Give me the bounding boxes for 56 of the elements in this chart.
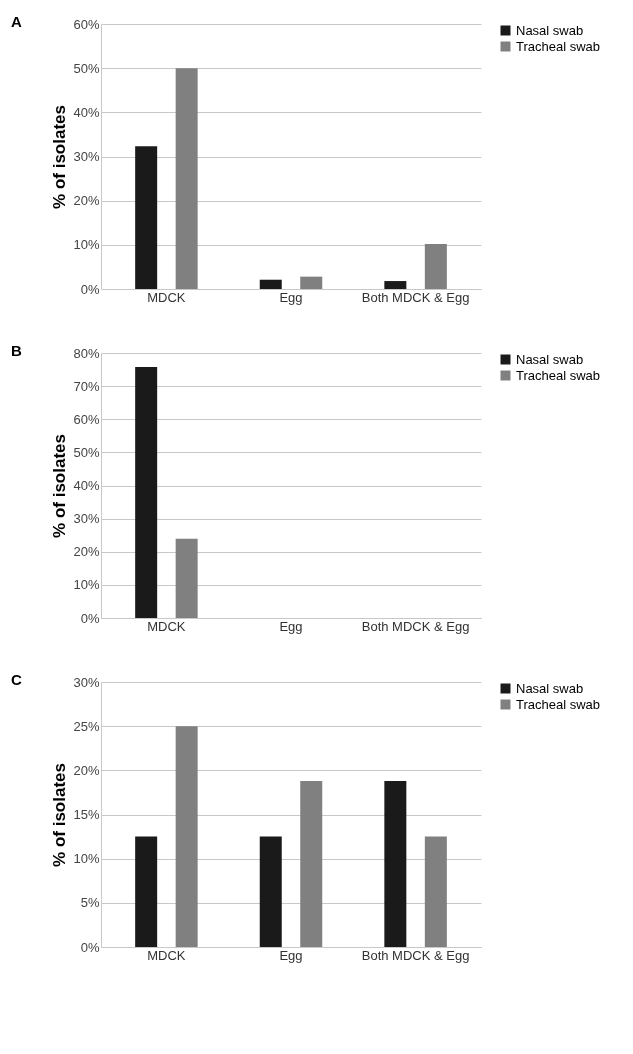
bar [259,279,282,289]
bar [259,836,282,947]
legend-label: Tracheal swab [516,38,601,54]
legend-label: Tracheal swab [516,696,601,712]
y-tick-label: 40% [73,104,100,120]
bar [424,836,447,947]
y-axis-title: % of isolates [50,434,70,538]
x-tick-label: Both MDCK & Egg [361,947,470,963]
y-tick-label: 20% [73,762,100,778]
bar [300,780,323,947]
chart-title: C [10,671,22,688]
x-tick-label: Both MDCK & Egg [361,618,470,634]
legend-label: Tracheal swab [516,367,601,383]
x-tick-label: Egg [279,947,303,963]
y-tick-label: 10% [73,577,100,593]
y-tick-label: 50% [73,60,100,76]
legend-label: Nasal swab [516,22,584,38]
y-tick-label: 25% [73,718,100,734]
y-tick-label: 50% [73,444,100,460]
bar [424,243,447,289]
x-tick-label: MDCK [147,618,186,634]
y-tick-label: 60% [73,16,100,32]
y-tick-label: 30% [73,149,100,164]
legend-label: Nasal swab [516,351,584,367]
bar [384,281,407,289]
y-tick-label: 0% [80,610,100,626]
chart-title: B [10,342,22,359]
y-tick-label: 20% [73,193,100,209]
y-tick-label: 30% [73,674,100,690]
bar [300,276,323,289]
bar [175,726,198,947]
y-tick-label: 0% [80,939,100,955]
y-tick-label: 5% [80,895,100,911]
y-tick-label: 60% [73,411,100,427]
y-tick-label: 20% [73,544,100,560]
y-tick-label: 70% [73,378,100,394]
x-tick-label: Egg [279,618,303,634]
bar [135,836,158,947]
chart-title: A [10,13,22,30]
bar [175,68,198,289]
y-axis-title: % of isolates [50,763,70,867]
bar [384,780,407,947]
legend-label: Nasal swab [516,680,584,696]
bar [135,146,158,289]
x-tick-label: MDCK [147,947,186,963]
y-tick-label: 30% [73,511,100,527]
y-tick-label: 10% [73,237,100,253]
y-axis-title: % of isolates [50,105,70,209]
x-tick-label: MDCK [147,289,186,305]
y-tick-label: 40% [73,478,100,493]
y-tick-label: 15% [73,807,100,822]
y-tick-label: 80% [73,345,100,361]
x-tick-label: Both MDCK & Egg [361,289,470,305]
y-tick-label: 10% [73,851,100,867]
y-tick-label: 0% [80,281,100,297]
x-tick-label: Egg [279,289,303,305]
